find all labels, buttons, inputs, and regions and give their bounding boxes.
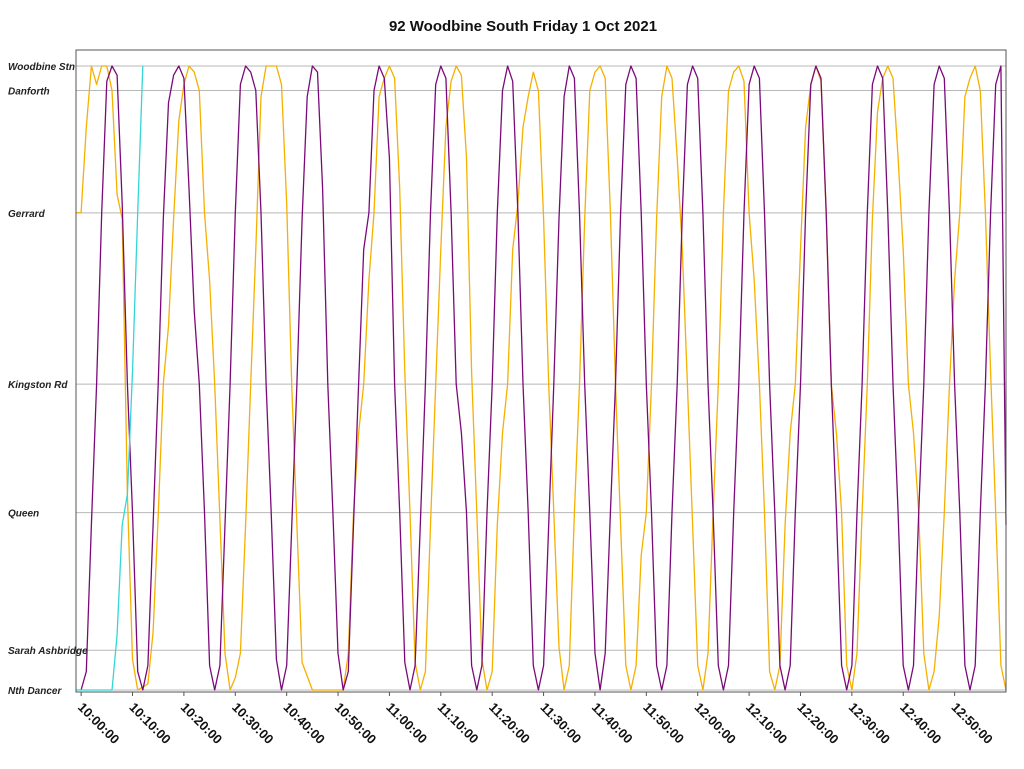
x-tick-label-14: 12:20:00 [794, 700, 841, 747]
stop-label-6: Nth Dancer [8, 686, 62, 697]
x-tick-label-13: 12:10:00 [743, 700, 790, 747]
x-tick-label-8: 11:20:00 [486, 700, 533, 747]
series-line-2 [76, 65, 144, 691]
x-tick-label-2: 10:20:00 [178, 700, 225, 747]
x-tick-label-7: 11:10:00 [435, 700, 482, 747]
x-tick-label-5: 10:50:00 [332, 700, 379, 747]
series-line-0 [76, 65, 1007, 691]
plot-frame [75, 49, 1007, 693]
chart-title: 92 Woodbine South Friday 1 Oct 2021 [388, 18, 658, 35]
x-tick-label-1: 10:10:00 [126, 700, 173, 747]
stop-label-3: Kingston Rd [8, 380, 68, 391]
x-tick-label-15: 12:30:00 [846, 700, 893, 747]
stop-label-1: Danforth [8, 86, 50, 97]
x-tick-label-16: 12:40:00 [897, 700, 944, 747]
stop-label-4: Queen [8, 509, 39, 520]
x-tick-label-3: 10:30:00 [229, 700, 276, 747]
x-axis-labels: 10:00:00 10:10:00 10:20:00 10:30:00 10:40:00… [75, 692, 996, 747]
y-axis-labels: Woodbine Stn Danforth Gerrard Kingston Rd Qu… [8, 62, 88, 697]
x-tick-label-0: 10:00:00 [75, 700, 122, 747]
stop-label-0: Woodbine Stn [8, 62, 75, 73]
series-line-1 [80, 65, 1007, 691]
x-tick-label-11: 11:50:00 [640, 700, 687, 747]
stop-label-5: Sarah Ashbridge [8, 646, 88, 657]
x-tick-label-6: 11:00:00 [383, 700, 430, 747]
stop-label-2: Gerrard [8, 209, 46, 220]
x-tick-label-4: 10:40:00 [281, 700, 328, 747]
x-tick-label-10: 11:40:00 [589, 700, 636, 747]
series-layer [76, 65, 1007, 691]
x-tick-label-9: 11:30:00 [537, 700, 584, 747]
grid-layer [76, 65, 1006, 691]
x-tick-label-12: 12:00:00 [692, 700, 739, 747]
x-tick-label-17: 12:50:00 [948, 700, 995, 747]
